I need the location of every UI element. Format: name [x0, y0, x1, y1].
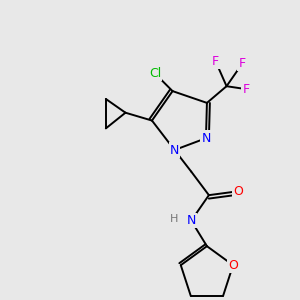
- Text: F: F: [239, 57, 246, 70]
- Text: N: N: [170, 143, 179, 157]
- Text: F: F: [212, 55, 219, 68]
- Text: H: H: [170, 214, 179, 224]
- Text: N: N: [187, 214, 196, 227]
- Text: O: O: [228, 259, 238, 272]
- Text: F: F: [243, 82, 250, 96]
- Text: O: O: [233, 185, 243, 198]
- Text: Cl: Cl: [149, 67, 161, 80]
- Text: N: N: [201, 132, 211, 145]
